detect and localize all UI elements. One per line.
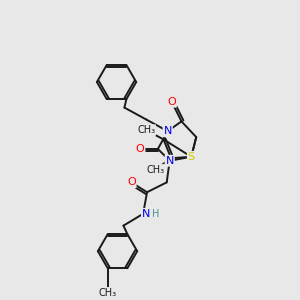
Text: CH₃: CH₃	[146, 165, 164, 175]
Text: N: N	[142, 209, 150, 219]
Text: N: N	[166, 156, 174, 166]
Text: CH₃: CH₃	[137, 125, 155, 135]
Text: O: O	[127, 177, 136, 188]
Text: N: N	[164, 126, 172, 136]
Text: O: O	[167, 97, 176, 107]
Text: H: H	[152, 209, 160, 219]
Text: O: O	[136, 144, 145, 154]
Text: CH₃: CH₃	[99, 288, 117, 298]
Text: S: S	[188, 152, 195, 162]
